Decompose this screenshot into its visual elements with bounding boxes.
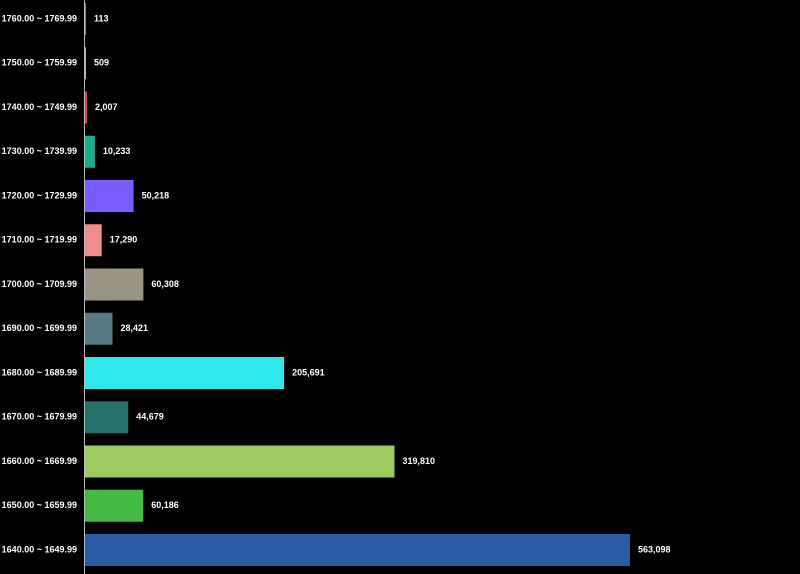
bar-7 [85, 312, 113, 345]
value-label-1: 509 [94, 58, 109, 68]
category-label-11: 1650.00 ~ 1659.99 [2, 500, 77, 510]
bar-12 [85, 534, 630, 566]
category-label-2: 1740.00 ~ 1749.99 [2, 102, 77, 112]
value-label-0: 113 [94, 13, 109, 23]
bar-5 [85, 224, 102, 257]
value-label-2: 2,007 [95, 102, 118, 112]
value-label-8: 205,691 [292, 367, 325, 377]
bar-10 [85, 445, 395, 478]
category-label-3: 1730.00 ~ 1739.99 [2, 146, 77, 156]
category-label-7: 1690.00 ~ 1699.99 [2, 323, 77, 333]
category-label-1: 1750.00 ~ 1759.99 [2, 58, 77, 68]
bar-6 [85, 268, 144, 301]
category-label-5: 1710.00 ~ 1719.99 [2, 235, 77, 245]
bars-group [85, 3, 630, 566]
bar-4 [85, 180, 134, 212]
category-label-12: 1640.00 ~ 1649.99 [2, 544, 77, 554]
value-label-12: 563,098 [638, 544, 671, 554]
value-label-7: 28,421 [121, 323, 149, 333]
value-label-11: 60,186 [151, 500, 179, 510]
category-label-9: 1670.00 ~ 1679.99 [2, 412, 77, 422]
bar-11 [85, 489, 144, 522]
bar-1 [85, 47, 86, 80]
value-label-3: 10,233 [103, 146, 131, 156]
category-label-10: 1660.00 ~ 1669.99 [2, 456, 77, 466]
bar-2 [85, 91, 87, 124]
category-label-8: 1680.00 ~ 1689.99 [2, 367, 77, 377]
bar-9 [85, 401, 129, 434]
category-labels-group: 1760.00 ~ 1769.99 1750.00 ~ 1759.99 1740.0… [2, 13, 77, 554]
category-label-0: 1760.00 ~ 1769.99 [2, 13, 77, 23]
bar-0 [85, 3, 86, 35]
value-label-4: 50,218 [142, 190, 170, 200]
bar-3 [85, 135, 95, 168]
value-label-9: 44,679 [136, 412, 164, 422]
value-label-10: 319,810 [403, 456, 436, 466]
value-label-6: 60,308 [151, 279, 179, 289]
value-label-5: 17,290 [110, 235, 138, 245]
category-label-4: 1720.00 ~ 1729.99 [2, 190, 77, 200]
bar-8 [85, 357, 285, 389]
value-labels-group: 113 509 2,007 10,233 50,218 17,290 60,308 28,42… [94, 13, 671, 554]
category-label-6: 1700.00 ~ 1709.99 [2, 279, 77, 289]
